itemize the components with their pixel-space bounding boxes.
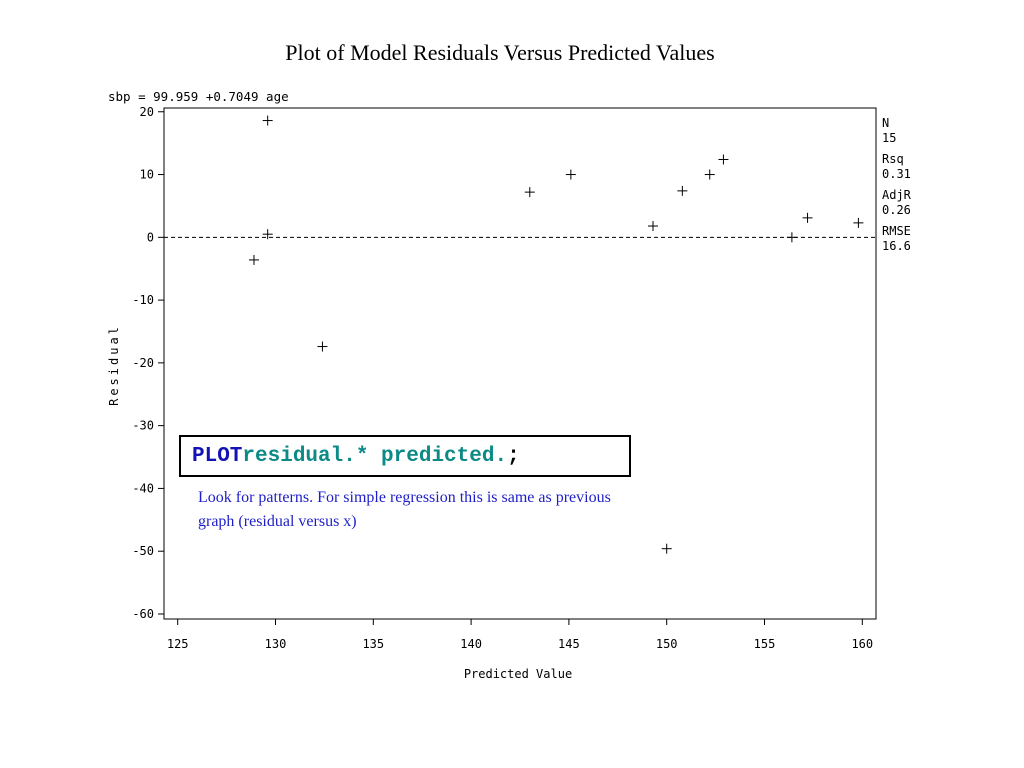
x-tick-label: 145 bbox=[558, 637, 580, 651]
data-point bbox=[786, 232, 797, 243]
x-tick-label: 135 bbox=[362, 637, 384, 651]
stat-label: N bbox=[882, 116, 889, 130]
x-tick-label: 150 bbox=[656, 637, 678, 651]
stat-value: 15 bbox=[882, 131, 896, 145]
code-terminator: ; bbox=[507, 444, 520, 468]
y-tick-label: -20 bbox=[132, 356, 154, 370]
x-tick-label: 155 bbox=[754, 637, 776, 651]
slide-title: Plot of Model Residuals Versus Predicted… bbox=[285, 40, 715, 65]
code-keyword: PLOT bbox=[192, 444, 243, 468]
y-tick-label: -30 bbox=[132, 419, 154, 433]
data-point bbox=[802, 212, 813, 223]
data-point bbox=[648, 221, 659, 232]
y-tick-label: -60 bbox=[132, 607, 154, 621]
plot-frame bbox=[163, 107, 877, 620]
stat-label: AdjR bbox=[882, 188, 912, 202]
x-tick-label: 160 bbox=[851, 637, 873, 651]
code-box: PLOT residual.* predicted.; bbox=[179, 435, 631, 477]
data-point bbox=[262, 115, 273, 126]
code-args: residual.* predicted. bbox=[242, 444, 508, 468]
scatter-points bbox=[248, 115, 864, 554]
y-tick-label: -50 bbox=[132, 544, 154, 558]
data-point bbox=[524, 187, 535, 198]
y-tick-label: -40 bbox=[132, 481, 154, 495]
data-point bbox=[262, 229, 273, 240]
y-tick-label: 10 bbox=[140, 168, 154, 182]
stat-value: 16.6 bbox=[882, 239, 911, 253]
data-point bbox=[704, 169, 715, 180]
regression-equation: sbp = 99.959 +0.7049 age bbox=[108, 89, 289, 104]
stat-label: RMSE bbox=[882, 224, 911, 238]
data-point bbox=[661, 543, 672, 554]
y-axis-ticks: 20 10 0 -10 -20 -30 -40 -50 -60 bbox=[132, 105, 164, 621]
y-tick-label: 0 bbox=[147, 230, 154, 244]
data-point bbox=[718, 154, 729, 165]
x-axis-ticks: 125 130 135 140 145 150 155 160 bbox=[167, 619, 873, 651]
data-point bbox=[317, 341, 328, 352]
data-point bbox=[853, 217, 864, 228]
x-tick-label: 125 bbox=[167, 637, 189, 651]
data-point bbox=[565, 169, 576, 180]
stat-label: Rsq bbox=[882, 152, 904, 166]
data-point bbox=[677, 185, 688, 196]
x-axis-label: Predicted Value bbox=[464, 667, 572, 681]
y-axis-label: Residual bbox=[107, 324, 121, 406]
note-text: Look for patterns. For simple regression… bbox=[198, 489, 611, 530]
data-point bbox=[248, 254, 259, 265]
x-tick-label: 130 bbox=[265, 637, 287, 651]
y-tick-label: -10 bbox=[132, 293, 154, 307]
stat-value: 0.26 bbox=[882, 203, 911, 217]
x-tick-label: 140 bbox=[460, 637, 482, 651]
y-tick-label: 20 bbox=[140, 105, 154, 119]
stat-value: 0.31 bbox=[882, 167, 911, 181]
